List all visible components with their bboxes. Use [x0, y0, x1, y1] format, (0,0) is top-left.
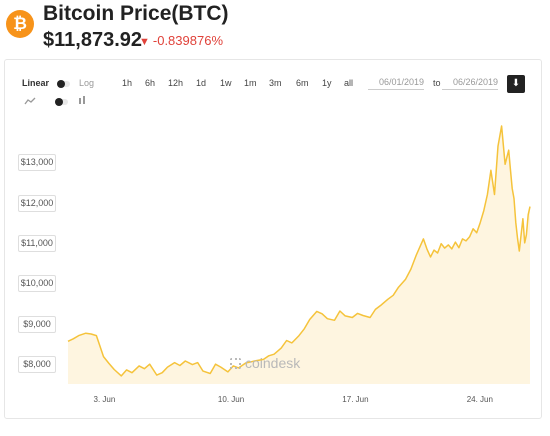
- coindesk-watermark: coindesk: [230, 355, 300, 371]
- price-header: ₿ Bitcoin Price(BTC) $11,873.92 ▼ -0.8398…: [0, 0, 550, 58]
- toggle-knob: [57, 80, 65, 88]
- date-to-input[interactable]: 06/26/2019: [442, 75, 498, 90]
- chart-type-toggle[interactable]: [55, 98, 68, 106]
- watermark-text: coindesk: [245, 355, 301, 371]
- range-button-1y[interactable]: 1y: [322, 78, 332, 88]
- scale-toggle[interactable]: [57, 80, 70, 88]
- range-button-12h[interactable]: 12h: [168, 78, 184, 88]
- range-button-6m[interactable]: 6m: [296, 78, 309, 88]
- coindesk-logo-icon: [230, 358, 241, 369]
- y-tick-label: $13,000: [18, 154, 56, 172]
- y-tick-label: $11,000: [18, 234, 56, 252]
- date-to-label: to: [433, 78, 441, 88]
- coin-name: Bitcoin Price: [43, 2, 172, 25]
- scale-linear-label[interactable]: Linear: [22, 78, 50, 88]
- y-tick-label: $8,000: [18, 355, 56, 373]
- range-button-1h[interactable]: 1h: [122, 78, 133, 88]
- bitcoin-logo-icon: ₿: [6, 10, 34, 38]
- price-line: [67, 125, 531, 377]
- change-percent: -0.839876%: [152, 33, 224, 48]
- date-from-input[interactable]: 06/01/2019: [368, 75, 424, 90]
- range-button-all[interactable]: all: [344, 78, 354, 88]
- range-button-1w[interactable]: 1w: [220, 78, 232, 88]
- toggle-knob: [55, 98, 63, 106]
- range-button-6h[interactable]: 6h: [145, 78, 156, 88]
- current-price: $11,873.92: [43, 29, 142, 51]
- price-change: ▼ -0.839876%: [139, 33, 223, 48]
- y-tick-label: $12,000: [18, 194, 56, 212]
- page-title: Bitcoin Price(BTC): [43, 2, 229, 26]
- y-tick-label: $10,000: [18, 275, 56, 293]
- candlestick-icon[interactable]: [78, 96, 88, 106]
- line-chart-icon[interactable]: [24, 96, 38, 106]
- x-tick-label: 24. Jun: [466, 395, 493, 404]
- x-tick-label: 10. Jun: [217, 395, 245, 404]
- range-button-1d[interactable]: 1d: [196, 78, 207, 88]
- coin-ticker: (BTC): [171, 2, 229, 25]
- down-arrow-icon: ▼: [139, 36, 150, 48]
- x-tick-label: 3. Jun: [93, 395, 116, 404]
- download-button[interactable]: ⬇: [507, 75, 525, 93]
- scale-log-label[interactable]: Log: [79, 78, 95, 88]
- range-button-3m[interactable]: 3m: [269, 78, 282, 88]
- range-button-1m[interactable]: 1m: [244, 78, 257, 88]
- x-tick-label: 17. Jun: [342, 395, 369, 404]
- price-area: [68, 126, 530, 384]
- y-tick-label: $9,000: [18, 315, 56, 333]
